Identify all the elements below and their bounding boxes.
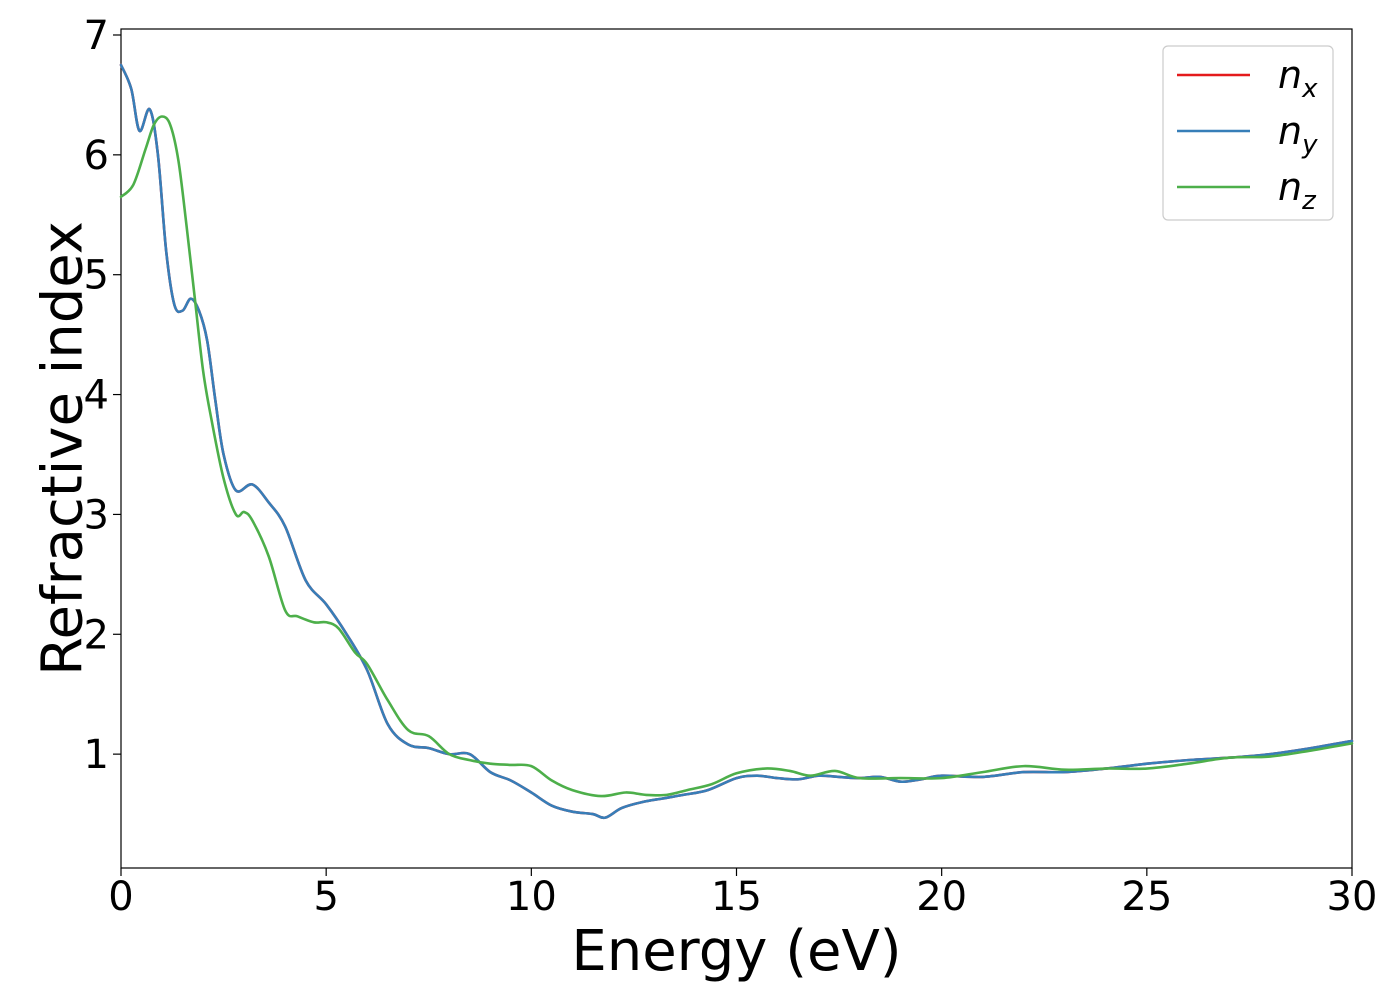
y-axis-ticks: 1 2 3 4 5 6 7	[84, 13, 121, 778]
x-axis-ticks: 0 5 10 15 20 25 30	[108, 868, 1377, 920]
x-tick-label: 5	[313, 874, 338, 920]
series-line-ny	[119, 63, 1354, 820]
y-axis-label: Refractive index	[31, 221, 96, 676]
x-tick-label: 25	[1121, 874, 1172, 920]
y-tick-label: 1	[84, 732, 109, 778]
x-axis-label: Energy (eV)	[571, 919, 901, 984]
y-tick-label: 7	[84, 13, 109, 59]
legend-label-ny: ny	[1278, 109, 1318, 160]
x-tick-label: 15	[711, 874, 762, 920]
legend-label-nz: nz	[1278, 165, 1317, 216]
x-tick-label: 20	[916, 874, 967, 920]
series-line-nz	[119, 115, 1354, 798]
y-tick-label: 5	[84, 253, 109, 299]
y-tick-label: 4	[84, 373, 109, 419]
legend-label-nx: nx	[1278, 53, 1318, 104]
x-tick-label: 30	[1327, 874, 1378, 920]
y-tick-label: 3	[84, 492, 109, 538]
y-tick-label: 6	[84, 133, 109, 179]
y-tick-label: 2	[84, 612, 109, 658]
legend-box	[1162, 45, 1334, 221]
x-tick-label: 10	[506, 874, 557, 920]
series-layer	[119, 63, 1354, 820]
x-tick-label: 0	[108, 874, 133, 920]
